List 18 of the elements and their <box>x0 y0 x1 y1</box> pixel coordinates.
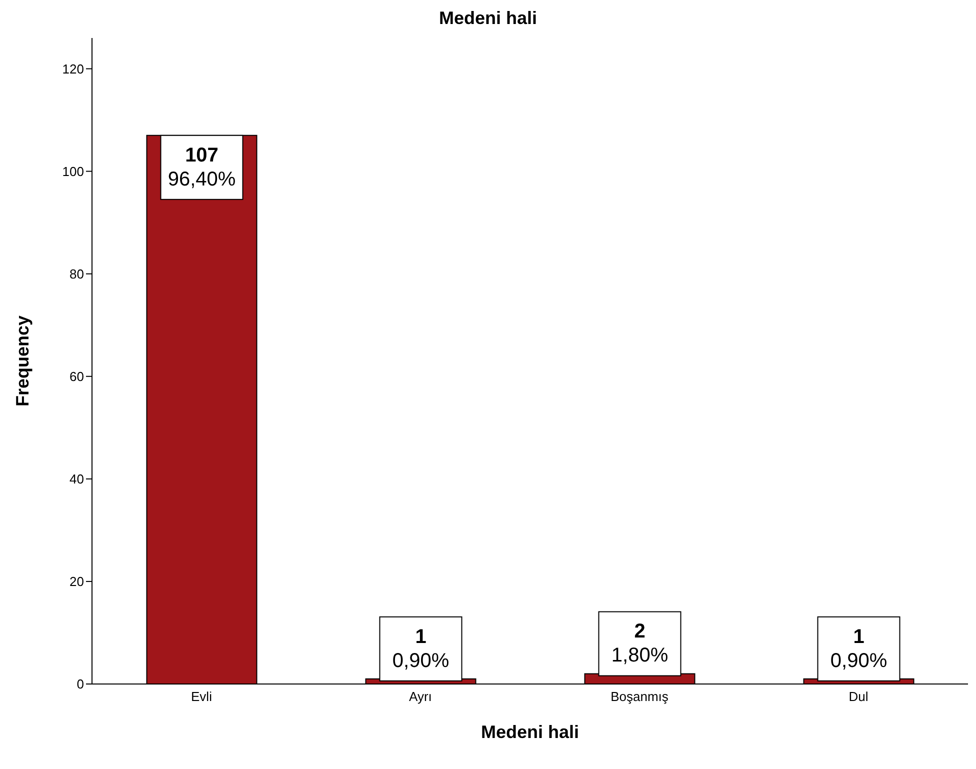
y-tick-label: 120 <box>62 61 84 76</box>
x-tick-label: Evli <box>191 689 212 704</box>
x-tick-label: Dul <box>848 689 868 704</box>
chart-title: Medeni hali <box>438 8 538 30</box>
x-tick-label: Boşanmış <box>610 689 669 704</box>
data-label: 107 96,40% <box>168 144 236 190</box>
y-tick-label: 20 <box>70 574 84 590</box>
y-tick-label: 80 <box>70 266 84 282</box>
data-label: 2 1,80% <box>611 620 668 667</box>
y-tick-label: 100 <box>62 164 84 179</box>
y-tick-label: 60 <box>70 368 84 384</box>
data-label: 1 0,90% <box>392 626 450 672</box>
y-tick-label: 40 <box>70 472 84 487</box>
x-axis-title: Medeni hali <box>480 722 580 742</box>
data-label: 1 0,90% <box>830 626 888 672</box>
y-tick-label: 0 <box>76 676 84 692</box>
y-axis-title: Frequency <box>12 315 32 407</box>
x-tick-label: Ayrı <box>409 689 432 704</box>
